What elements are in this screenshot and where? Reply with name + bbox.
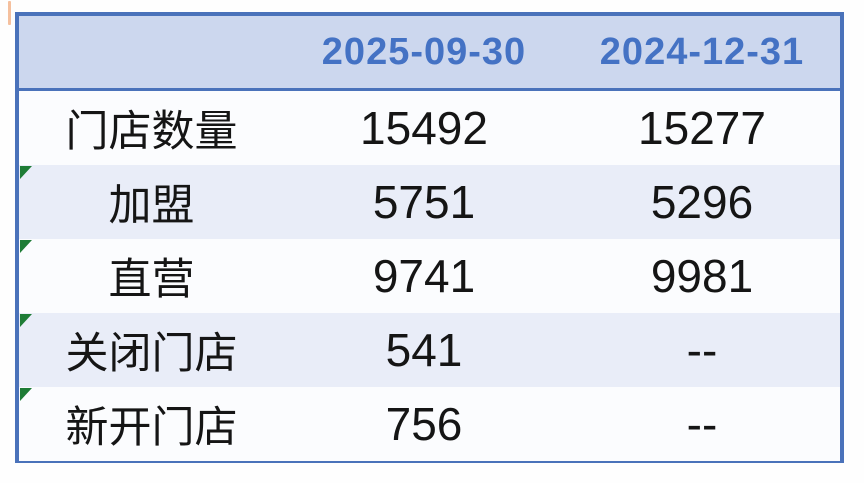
value-2025-09-30: 541 [385, 324, 463, 376]
value-2024-12-31: 5296 [650, 176, 754, 228]
value-2025-09-30: 756 [385, 398, 463, 450]
table-body: 门店数量 15492 15277 加盟 5751 5296 直营 9741 9981 关闭门店 54… [19, 91, 840, 461]
red-marker-artifact [8, 1, 11, 25]
header-empty-cell [19, 16, 284, 88]
row-label: 门店数量 [65, 108, 238, 156]
table-row: 门店数量 15492 15277 [19, 91, 840, 165]
header-date-2024-12-31: 2024-12-31 [599, 30, 805, 73]
value-2024-12-31: -- [686, 324, 718, 376]
row-label: 直营 [108, 256, 195, 304]
row-label: 关闭门店 [65, 330, 238, 378]
table-row: 新开门店 756 -- [19, 387, 840, 461]
value-2024-12-31: 9981 [650, 250, 754, 302]
value-2025-09-30: 15492 [360, 102, 488, 154]
value-2025-09-30: 9741 [372, 250, 476, 302]
table-row: 加盟 5751 5296 [19, 165, 840, 239]
table-row: 直营 9741 9981 [19, 239, 840, 313]
value-2024-12-31: 15277 [638, 102, 766, 154]
value-2024-12-31: -- [686, 398, 718, 450]
row-label: 新开门店 [65, 404, 238, 452]
table-header-row: 2025-09-30 2024-12-31 [19, 16, 840, 91]
value-2025-09-30: 5751 [372, 176, 476, 228]
table-row: 关闭门店 541 -- [19, 313, 840, 387]
row-label: 加盟 [108, 182, 195, 230]
store-count-table: 2025-09-30 2024-12-31 门店数量 15492 15277 加盟 57… [15, 12, 844, 463]
header-date-2025-09-30: 2025-09-30 [321, 30, 527, 73]
